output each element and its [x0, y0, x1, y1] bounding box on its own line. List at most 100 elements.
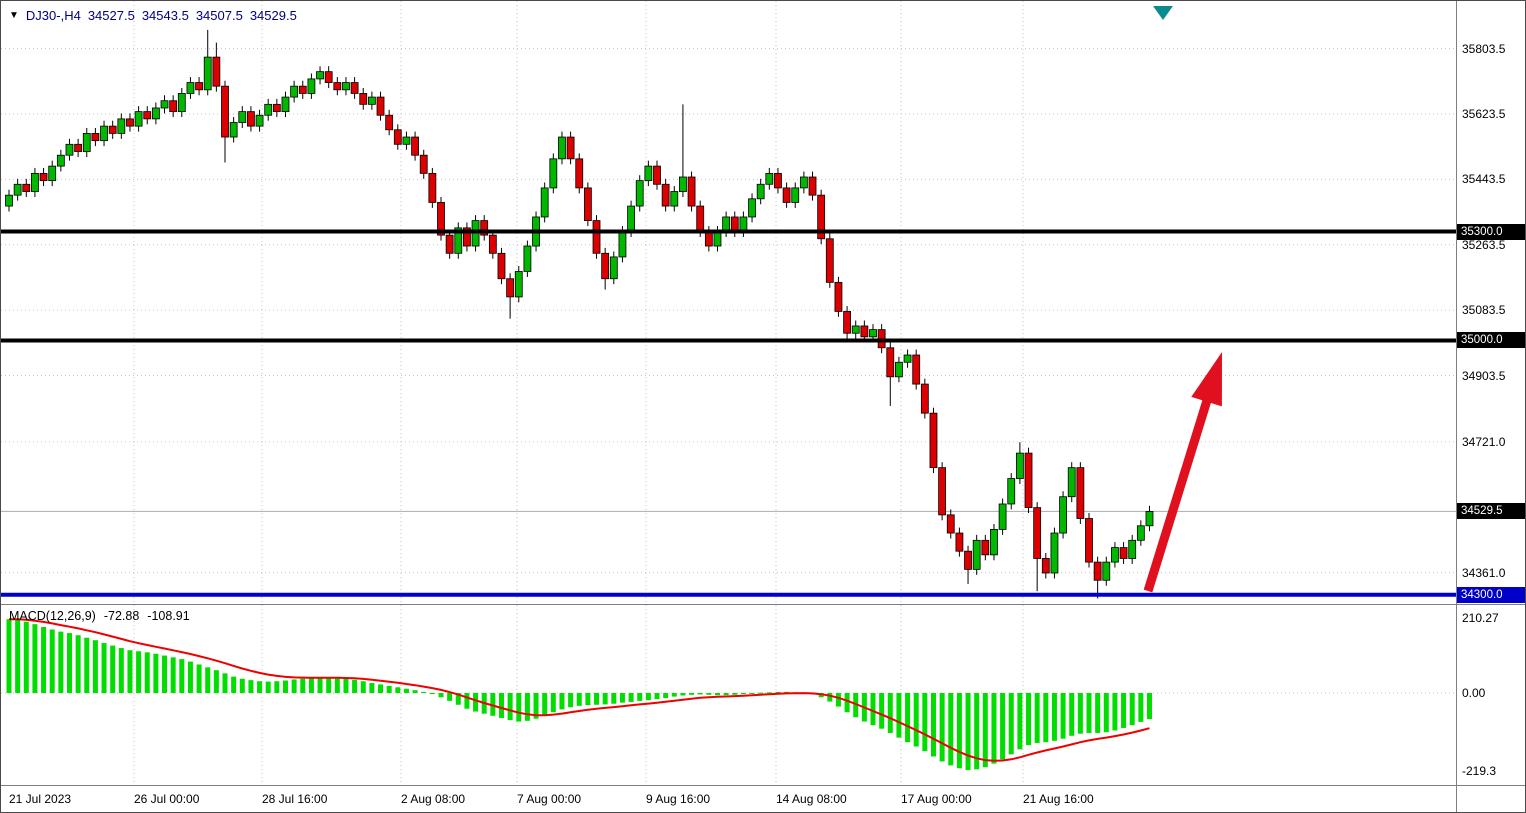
macd-axis-tick: 210.27: [1462, 610, 1499, 625]
candle-down: [575, 158, 584, 189]
candle-up: [281, 96, 290, 113]
macd-name: MACD(12,26,9): [9, 609, 96, 623]
macd-histogram-bar: [421, 691, 427, 693]
ohlc-close-value: 34529.5: [249, 8, 297, 23]
candle-down: [730, 216, 739, 232]
candle-down: [704, 231, 713, 247]
macd-histogram-bar: [516, 693, 522, 722]
macd-histogram-bar: [568, 693, 574, 708]
candle-down: [661, 183, 670, 207]
macd-histogram-bar: [1077, 693, 1083, 734]
macd-histogram-bar: [144, 652, 150, 693]
candle-up: [134, 111, 143, 127]
price-badge-34529.5: 34529.5: [1457, 503, 1525, 520]
macd-histogram-bar: [905, 693, 911, 743]
macd-histogram-bar: [308, 678, 314, 693]
macd-histogram-bar: [386, 685, 392, 693]
macd-histogram-bar: [723, 693, 729, 696]
candle-down: [774, 172, 782, 189]
candle-down: [393, 129, 402, 145]
candle-up: [5, 194, 13, 207]
symbol-period-label: DJ30-,H4: [25, 8, 81, 23]
candle-up: [1015, 452, 1024, 479]
macd-histogram-bar: [611, 693, 617, 704]
candle-down: [143, 111, 152, 120]
scroll-marker-icon[interactable]: [1153, 6, 1173, 20]
macd-histogram-bar: [965, 693, 971, 771]
macd-histogram-bar: [663, 693, 669, 698]
macd-histogram-bar: [576, 693, 582, 706]
macd-histogram-bar: [542, 693, 548, 716]
candle-down: [333, 82, 342, 91]
macd-histogram-bar: [974, 693, 980, 770]
candle-up: [903, 354, 912, 363]
candle-up: [679, 176, 687, 192]
macd-histogram-bar: [887, 693, 893, 733]
trend-arrow-line[interactable]: [1143, 394, 1213, 593]
macd-histogram-bar: [637, 693, 643, 701]
candle-up: [514, 271, 523, 298]
candle-up: [1059, 496, 1067, 534]
macd-histogram-bar: [412, 690, 418, 693]
candle-up: [713, 231, 722, 247]
time-axis-label: 14 Aug 08:00: [776, 792, 847, 806]
macd-histogram-bar: [671, 693, 677, 697]
macd-histogram-bar: [749, 693, 755, 694]
macd-histogram-bar: [15, 619, 21, 693]
candle-down: [592, 220, 601, 254]
candle-down: [324, 71, 333, 83]
macd-histogram-bar: [870, 693, 876, 726]
dropdown-arrow-icon[interactable]: ▼: [9, 9, 19, 21]
candle-down: [298, 85, 307, 94]
candle-up: [342, 82, 350, 91]
macd-histogram-bar: [896, 693, 902, 738]
macd-histogram-bar: [982, 693, 988, 768]
candle-down: [247, 111, 255, 127]
candle-up: [756, 183, 765, 200]
candle-down: [566, 136, 575, 160]
candle-up: [160, 100, 169, 109]
candle-up: [1136, 525, 1145, 541]
candle-down: [938, 467, 947, 516]
candle-up: [100, 125, 108, 142]
candle-down: [445, 234, 454, 254]
time-axis-label: 9 Aug 16:00: [646, 792, 711, 806]
macd-histogram-bar: [689, 693, 695, 695]
trend-arrow-head[interactable]: [1191, 352, 1222, 407]
macd-histogram-bar: [533, 693, 539, 719]
macd-histogram-bar: [680, 693, 686, 696]
candle-up: [255, 114, 264, 127]
candle-down: [1119, 547, 1128, 559]
macd-histogram-bar: [654, 693, 660, 700]
candle-down: [272, 103, 281, 113]
macd-histogram-bar: [853, 693, 859, 718]
ohlc-open-value: 34527.5: [87, 8, 135, 23]
macd-histogram-bar: [378, 684, 384, 693]
candle-down: [687, 176, 696, 207]
macd-histogram-bar: [162, 655, 168, 693]
candle-down: [22, 183, 31, 192]
candle-down: [428, 172, 437, 203]
candle-up: [290, 85, 299, 98]
candle-down: [946, 514, 955, 534]
macd-histogram-bar: [507, 693, 513, 721]
candle-up: [238, 111, 247, 123]
candle-up: [203, 56, 212, 91]
macd-histogram-bar: [758, 692, 764, 694]
macd-histogram-bar: [1121, 693, 1127, 728]
macd-histogram-bar: [326, 677, 332, 693]
candle-down: [221, 85, 229, 138]
candle-up: [1145, 511, 1154, 527]
time-axis-label: 28 Jul 16:00: [262, 792, 328, 806]
macd-histogram-bar: [403, 688, 409, 693]
macd-histogram-bar: [602, 693, 608, 705]
candle-down: [195, 82, 203, 91]
candle-up: [1050, 532, 1059, 574]
candle-up: [1067, 467, 1076, 498]
macd-histogram-bar: [1086, 693, 1092, 733]
price-axis-tick: 34361.0: [1462, 565, 1506, 580]
candle-down: [1041, 558, 1050, 574]
macd-histogram-bar: [317, 677, 323, 693]
